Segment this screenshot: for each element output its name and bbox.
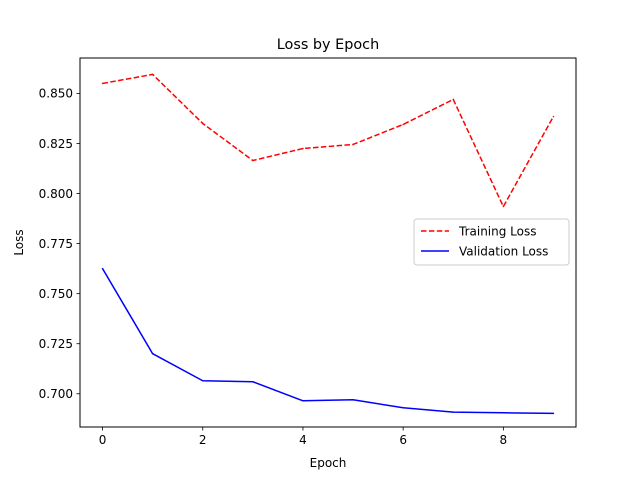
- x-tick-label: 0: [99, 433, 107, 447]
- chart-title: Loss by Epoch: [277, 37, 379, 53]
- validation-loss-point: [502, 412, 505, 414]
- y-tick-label: 0.750: [39, 287, 73, 301]
- validation-loss-point: [252, 381, 254, 383]
- x-tick-label: 2: [199, 433, 207, 447]
- validation-loss-point: [452, 411, 455, 413]
- validation-loss-point: [101, 267, 104, 270]
- series-lines: [101, 73, 555, 415]
- training-loss-point: [302, 147, 304, 150]
- validation-loss-legend-label: Validation Loss: [459, 244, 548, 258]
- validation-loss-point: [151, 352, 154, 355]
- y-tick-label: 0.725: [39, 337, 73, 351]
- y-tick-label: 0.775: [39, 237, 73, 251]
- y-tick-label: 0.700: [39, 387, 73, 401]
- training-loss-legend-label: Training Loss: [458, 224, 536, 238]
- validation-loss-point: [402, 407, 404, 409]
- validation-loss-point: [552, 412, 555, 415]
- training-loss-point: [502, 205, 505, 208]
- training-loss-point: [201, 122, 204, 125]
- y-tick-label: 0.800: [39, 187, 73, 201]
- validation-loss-point: [302, 400, 304, 402]
- y-tick-label: 0.850: [39, 87, 73, 101]
- legend: Training Loss Validation Loss: [413, 218, 570, 266]
- training-loss-point: [452, 98, 455, 101]
- validation-loss-point: [201, 379, 204, 382]
- training-loss-point: [352, 143, 354, 146]
- axis-ticks: 0 2 4 6 8 0.700 0.725 0.750 0.775 0.800 0.825 0.850: [39, 87, 508, 447]
- y-axis-label: Loss: [12, 229, 26, 255]
- y-tick-label: 0.825: [39, 137, 73, 151]
- training-loss-point: [402, 123, 404, 126]
- validation-loss-line: [101, 268, 554, 415]
- training-loss-point: [151, 73, 154, 76]
- training-loss-point: [552, 115, 555, 118]
- training-loss-point: [101, 82, 104, 85]
- x-tick-label: 4: [299, 433, 307, 447]
- x-tick-label: 8: [500, 433, 508, 447]
- validation-loss-point: [352, 399, 354, 401]
- x-axis-label: Epoch: [310, 456, 347, 470]
- legend-box: [413, 218, 570, 266]
- plot-frame: [79, 57, 577, 428]
- x-tick-label: 6: [399, 433, 407, 447]
- training-loss-point: [252, 159, 254, 162]
- training-loss-line: [102, 73, 555, 208]
